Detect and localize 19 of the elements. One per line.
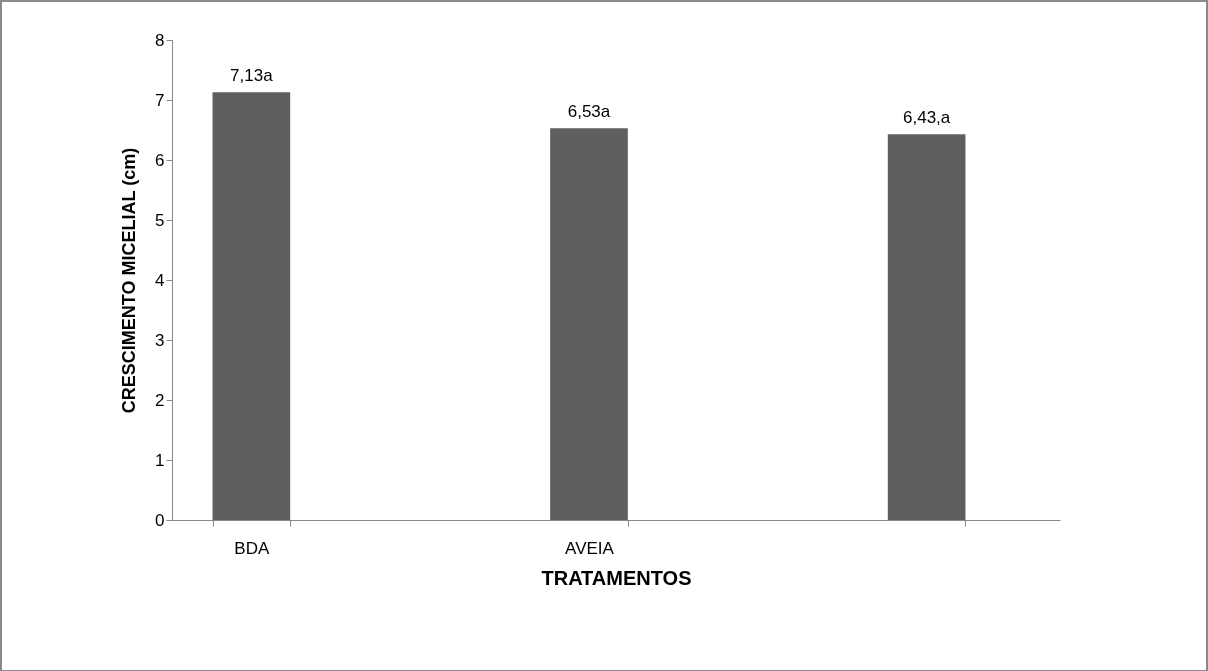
y-axis-title: CRESCIMENTO MICELIAL (cm) <box>119 147 140 414</box>
y-tick-label: 0 <box>155 510 165 530</box>
y-tick-label: 8 <box>155 30 165 50</box>
y-tick-label: 5 <box>155 210 165 230</box>
data-label: 6,43,a <box>903 108 951 128</box>
data-label: 6,53a <box>567 102 611 122</box>
y-tick-label: 7 <box>155 90 165 110</box>
x-tick-label: AVEIA <box>565 538 615 558</box>
x-axis-title: TRATAMENTOS <box>541 566 692 589</box>
bar <box>212 92 291 520</box>
y-tick-label: 6 <box>155 150 165 170</box>
x-tick-label: BDA <box>234 538 270 558</box>
y-tick-label: 3 <box>155 330 165 350</box>
y-tick-label: 4 <box>155 270 165 290</box>
data-label: 7,13a <box>230 66 274 86</box>
y-tick-label: 2 <box>155 390 165 410</box>
y-tick-label: 1 <box>155 450 165 470</box>
bar <box>550 128 628 520</box>
bar <box>887 134 966 520</box>
